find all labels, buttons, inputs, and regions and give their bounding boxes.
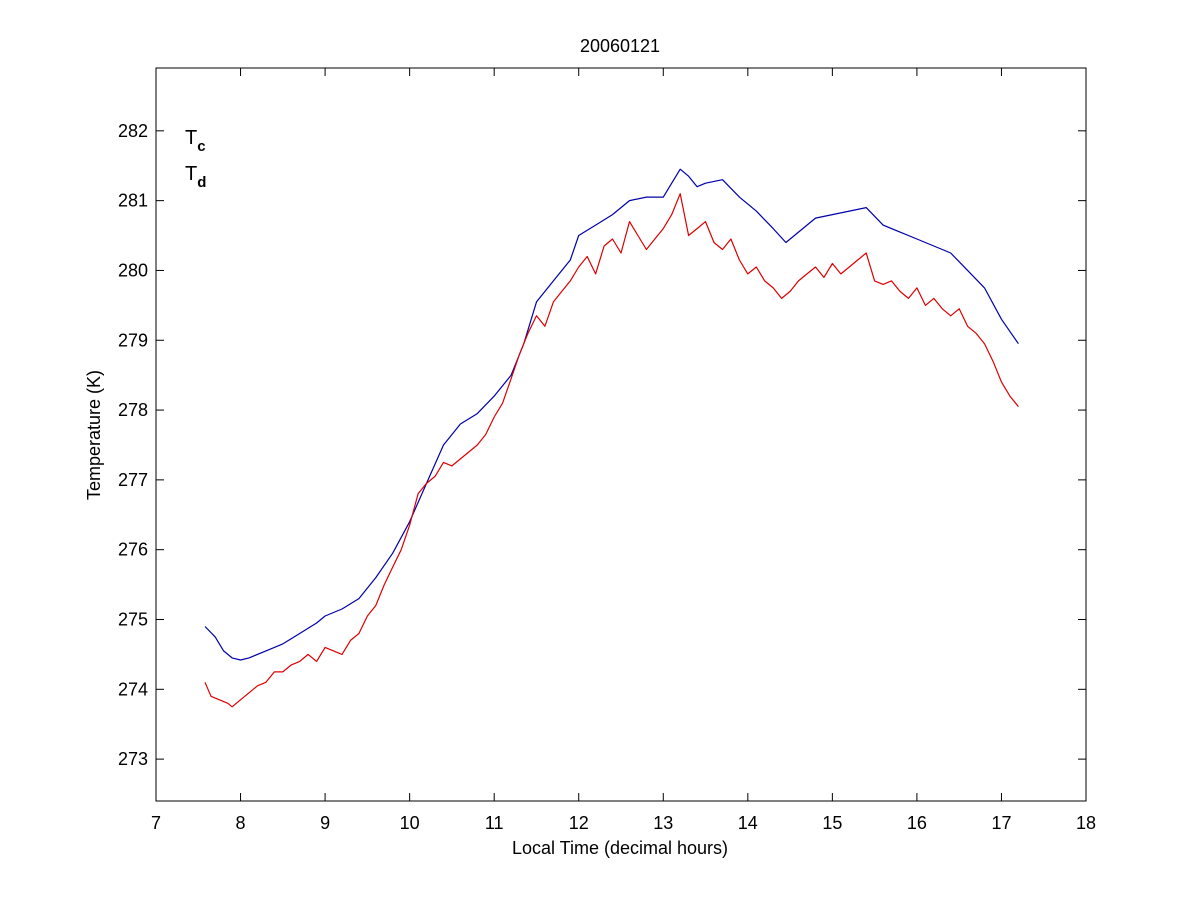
- x-tick-label: 13: [653, 813, 673, 833]
- chart-title: 20060121: [580, 36, 660, 56]
- x-tick-label: 7: [151, 813, 161, 833]
- legend-entry-td: Td: [185, 163, 206, 191]
- x-tick-label: 12: [569, 813, 589, 833]
- y-tick-label: 278: [118, 400, 148, 420]
- ticks-layer: 7 8 9 10 11 12 13 14 15 16 17 18 273 274 275 276 277 278 2…: [118, 68, 1096, 833]
- y-tick-label: 280: [118, 260, 148, 280]
- legend-entry-tc-sub: c: [197, 138, 205, 155]
- x-tick-label: 15: [822, 813, 842, 833]
- legend-entry-td-sub: d: [197, 174, 206, 191]
- x-axis-label: Local Time (decimal hours): [512, 838, 728, 858]
- y-axis-label: Temperature (K): [84, 370, 104, 500]
- y-tick-label: 281: [118, 191, 148, 211]
- legend-entry-tc: Tc: [185, 127, 206, 155]
- y-tick-label: 274: [118, 679, 148, 699]
- x-tick-label: 17: [991, 813, 1011, 833]
- x-tick-label: 8: [236, 813, 246, 833]
- y-tick-label: 275: [118, 609, 148, 629]
- y-tick-label: 273: [118, 749, 148, 769]
- series-line-c: [204, 168, 1019, 661]
- x-tick-label: 9: [320, 813, 330, 833]
- series-line-d: [204, 193, 1019, 708]
- x-tick-label: 18: [1076, 813, 1096, 833]
- x-tick-label: 14: [738, 813, 758, 833]
- y-tick-label: 279: [118, 330, 148, 350]
- legend: Tc Td: [185, 127, 206, 191]
- plot-area-frame: [155, 67, 1087, 802]
- legend-entry-td-main: T: [185, 163, 197, 185]
- y-tick-label: 276: [118, 540, 148, 560]
- x-tick-label: 16: [907, 813, 927, 833]
- y-tick-label: 277: [118, 470, 148, 490]
- x-tick-label: 10: [400, 813, 420, 833]
- x-tick-label: 11: [485, 813, 504, 833]
- legend-entry-tc-main: T: [185, 127, 197, 149]
- series-layer: [204, 168, 1019, 708]
- y-tick-label: 282: [118, 121, 148, 141]
